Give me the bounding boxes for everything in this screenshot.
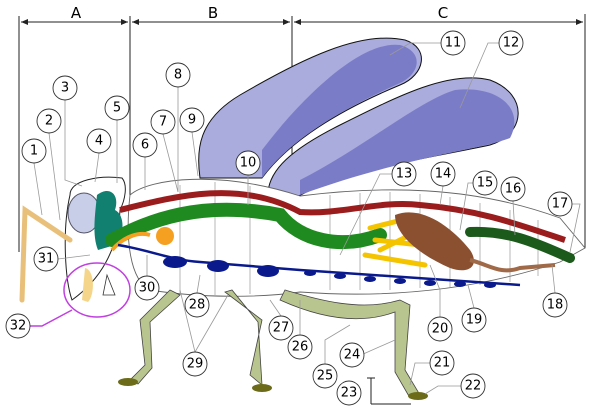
- salivary-gland: [110, 231, 151, 252]
- hindgut: [465, 226, 575, 263]
- label-19: 19: [461, 307, 487, 333]
- svg-text:7: 7: [159, 115, 167, 130]
- label-30: 30: [134, 275, 160, 301]
- label-15: 15: [472, 170, 498, 196]
- svg-text:23: 23: [341, 386, 358, 401]
- label-14: 14: [430, 161, 456, 187]
- label-6: 6: [132, 132, 158, 158]
- svg-text:17: 17: [552, 197, 569, 212]
- label-4: 4: [86, 128, 112, 154]
- svg-text:8: 8: [174, 68, 182, 83]
- svg-text:27: 27: [273, 321, 290, 336]
- label-3: 3: [52, 75, 78, 101]
- mouthparts-circle: [63, 262, 131, 318]
- svg-text:25: 25: [317, 369, 334, 384]
- svg-text:30: 30: [139, 281, 156, 296]
- dorsal-vessel: [119, 190, 566, 243]
- label-16: 16: [500, 176, 526, 202]
- label-10: 10: [235, 150, 261, 176]
- svg-text:26: 26: [292, 340, 309, 355]
- label-28: 28: [184, 292, 210, 318]
- section-c-abdomen: C: [438, 4, 448, 22]
- label-20: 20: [427, 316, 453, 342]
- svg-text:5: 5: [113, 101, 121, 116]
- label-23: 23: [336, 380, 362, 406]
- svg-text:32: 32: [10, 319, 27, 334]
- svg-text:2: 2: [45, 114, 53, 129]
- label-1: 1: [21, 138, 47, 164]
- body: [19, 176, 586, 303]
- label-32: 32: [5, 313, 31, 339]
- label-7: 7: [150, 109, 176, 135]
- label-17: 17: [547, 191, 573, 217]
- svg-text:18: 18: [547, 298, 564, 313]
- label-12: 12: [498, 30, 524, 56]
- svg-text:28: 28: [189, 298, 206, 313]
- label-31: 31: [33, 246, 59, 272]
- svg-text:21: 21: [434, 356, 451, 371]
- svg-text:14: 14: [435, 167, 452, 182]
- midleg: [224, 289, 263, 386]
- svg-text:24: 24: [344, 348, 361, 363]
- label-21: 21: [429, 350, 455, 376]
- svg-text:13: 13: [396, 167, 413, 182]
- label-8: 8: [165, 62, 191, 88]
- svg-text:29: 29: [187, 357, 204, 372]
- ventral-nerve-cord: [117, 243, 521, 287]
- label-5: 5: [104, 95, 130, 121]
- leader-lines: [33, 42, 581, 405]
- svg-text:19: 19: [466, 313, 483, 328]
- foregut: [105, 202, 387, 249]
- wings: [198, 37, 519, 201]
- label-11: 11: [440, 30, 466, 56]
- label-18: 18: [542, 292, 568, 318]
- svg-text:11: 11: [445, 36, 462, 51]
- mouthparts: [30, 262, 131, 327]
- svg-text:16: 16: [505, 182, 522, 197]
- label-9: 9: [179, 107, 205, 133]
- svg-text:20: 20: [432, 322, 449, 337]
- svg-text:31: 31: [38, 252, 55, 267]
- number-labels: 1 2 3 4 5 6 7 8 9 10 11 12 13 14 15 16 1…: [5, 30, 573, 406]
- malpighian-tubules: [362, 215, 433, 268]
- svg-text:12: 12: [503, 36, 520, 51]
- svg-text:4: 4: [95, 134, 103, 149]
- claws: [118, 378, 428, 400]
- antenna: [19, 205, 73, 303]
- label-13: 13: [391, 161, 417, 187]
- section-a-head: A: [71, 4, 82, 22]
- svg-text:15: 15: [477, 176, 494, 191]
- foreleg: [129, 289, 181, 385]
- label-24: 24: [339, 342, 365, 368]
- label-27: 27: [268, 315, 294, 341]
- label-25: 25: [312, 363, 338, 389]
- section-b-thorax: B: [208, 4, 218, 22]
- svg-text:3: 3: [61, 81, 69, 96]
- svg-text:10: 10: [240, 156, 257, 171]
- ovary: [395, 212, 474, 271]
- label-26: 26: [287, 334, 313, 360]
- svg-text:1: 1: [30, 144, 38, 159]
- label-22: 22: [460, 373, 486, 399]
- svg-text:9: 9: [188, 113, 196, 128]
- label-2: 2: [36, 108, 62, 134]
- section-dimensions: A B C: [18, 4, 586, 252]
- label-29: 29: [182, 351, 208, 377]
- svg-text:22: 22: [465, 379, 482, 394]
- svg-text:6: 6: [141, 138, 149, 153]
- legs: [129, 289, 421, 399]
